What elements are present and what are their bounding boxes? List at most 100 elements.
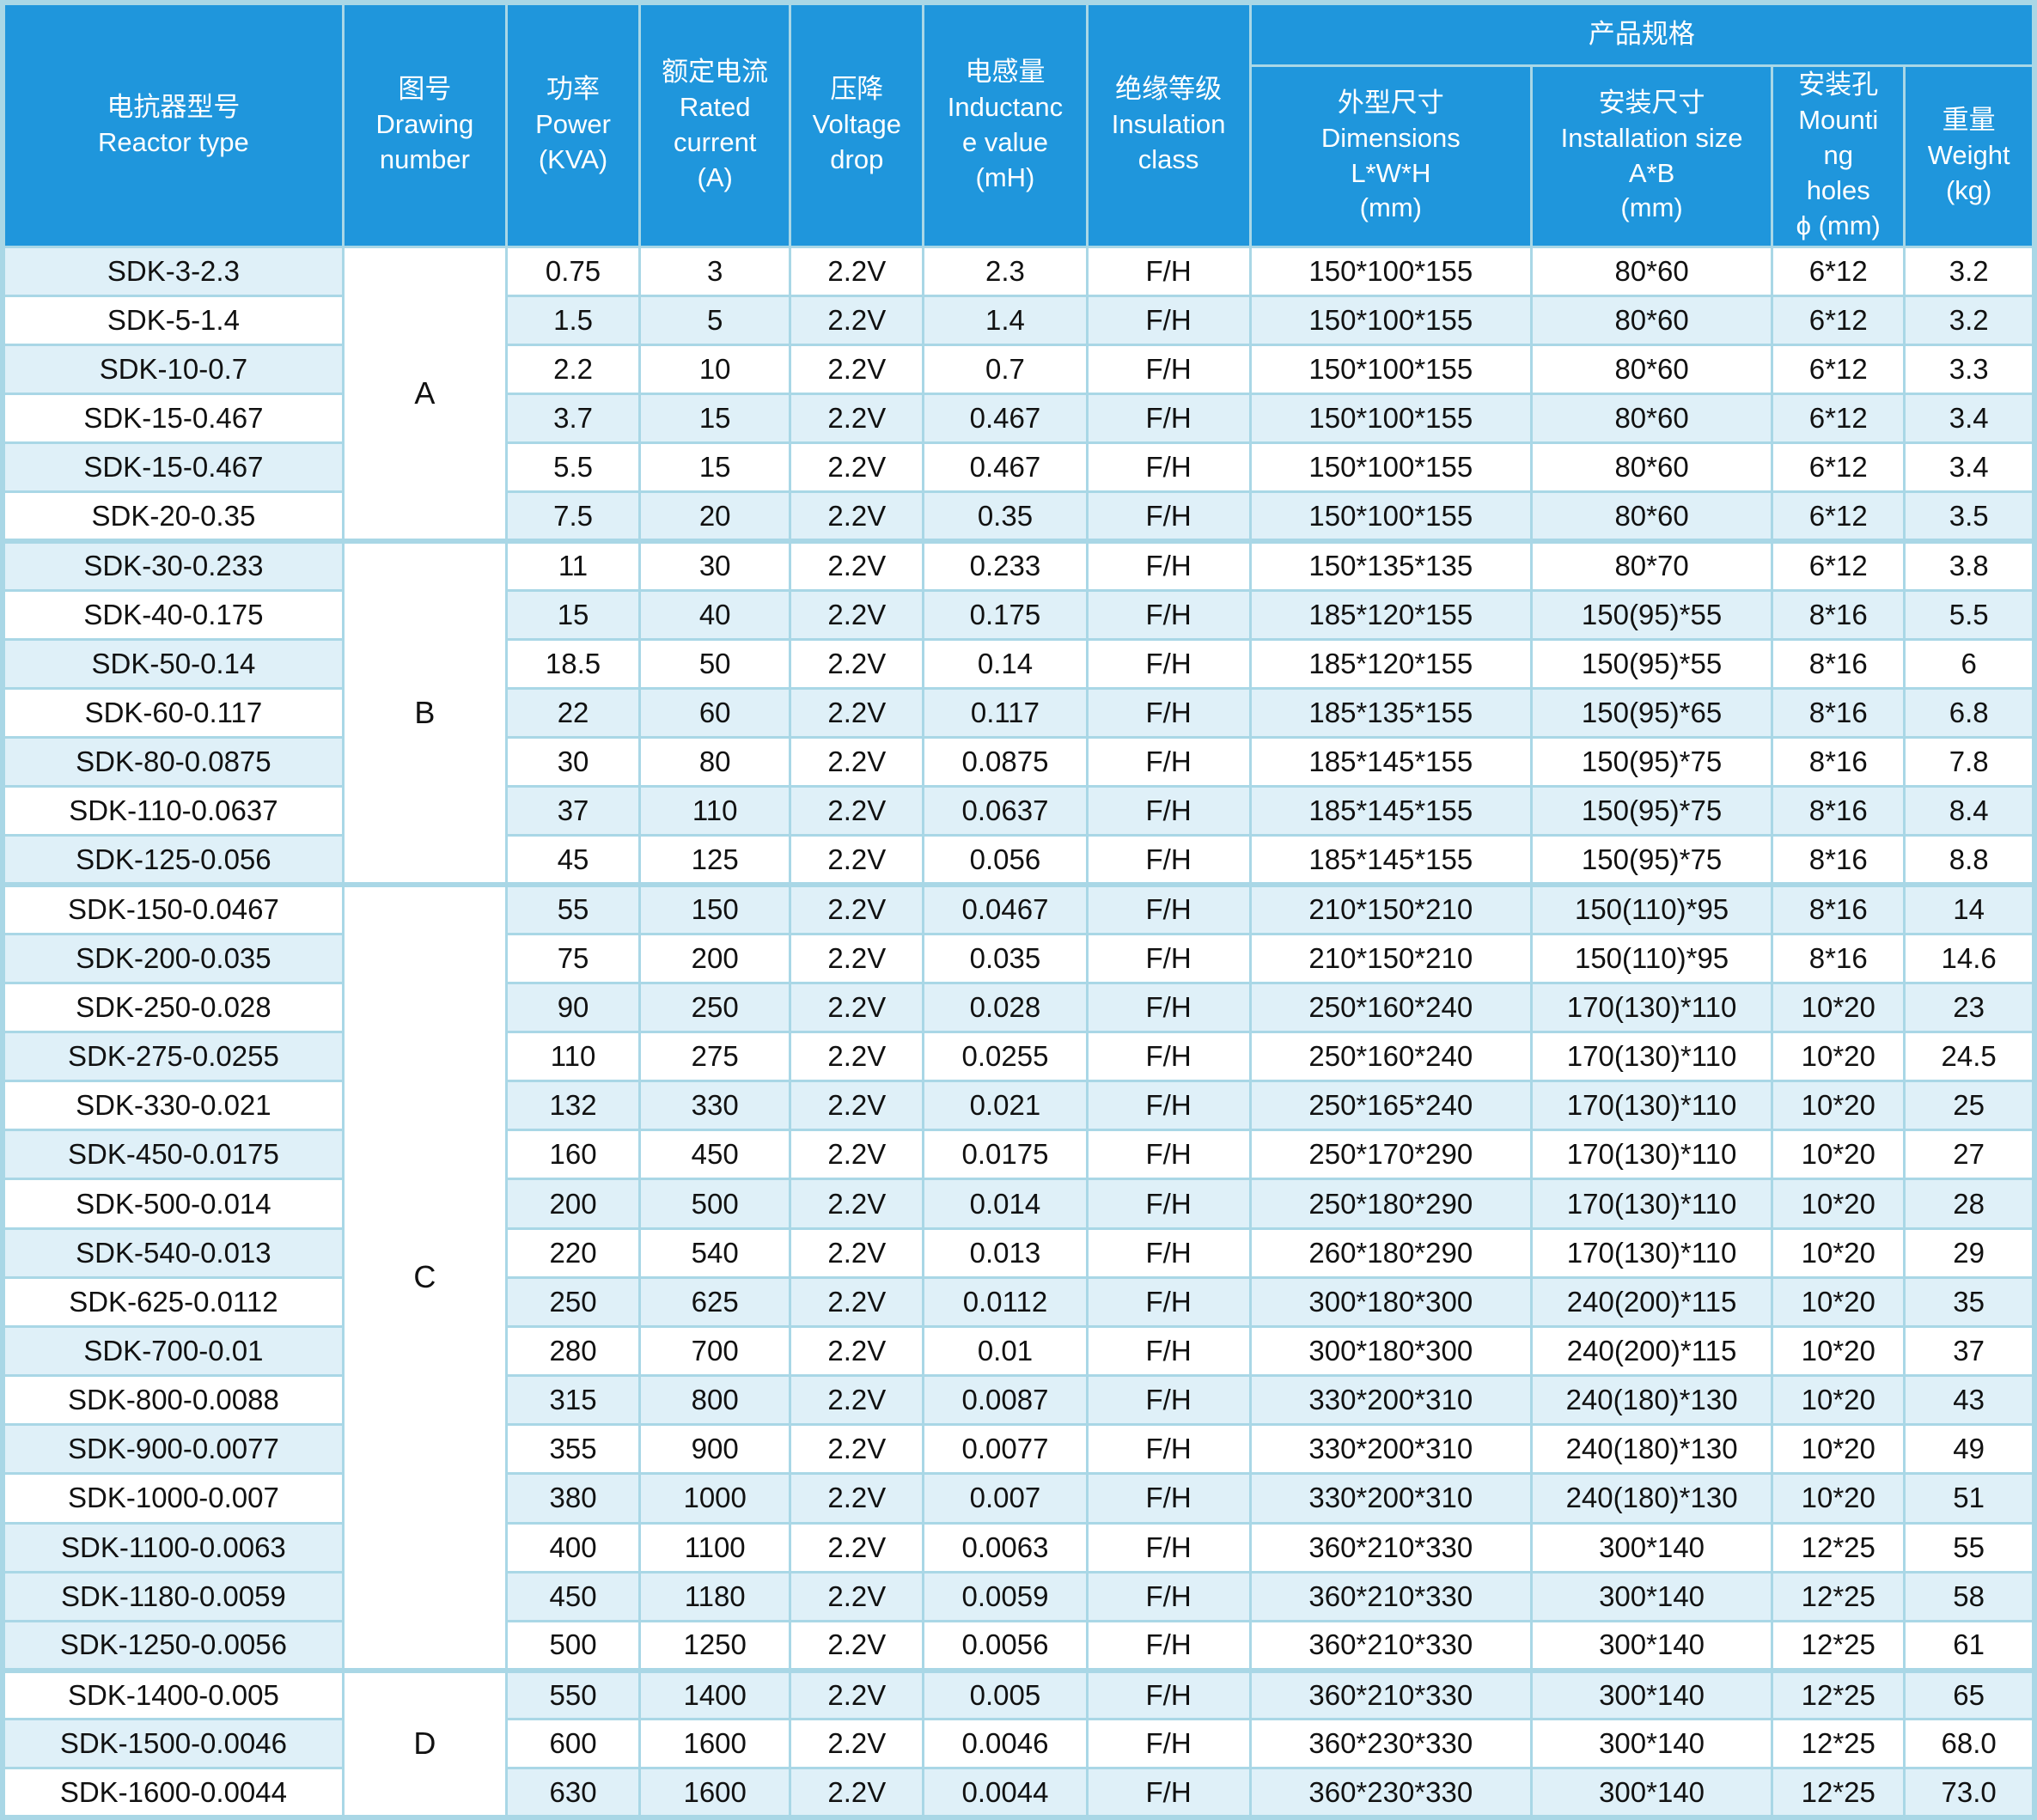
cell-dimensions: 360*210*330: [1248, 1570, 1533, 1622]
cell-weight: 27: [1903, 1129, 2036, 1181]
cell-reactor-type: SDK-125-0.056: [1, 834, 345, 886]
cell-dimensions: 260*180*290: [1248, 1227, 1533, 1279]
cell-dimensions: 210*150*210: [1248, 932, 1533, 984]
cell-voltage-drop: 2.2V: [789, 392, 925, 445]
header-voltage-drop: 压降 Voltage drop: [789, 1, 925, 248]
cell-insulation-class: F/H: [1085, 1324, 1252, 1378]
cell-inductance: 0.7: [922, 343, 1089, 395]
cell-mounting-holes: 12*25: [1771, 1667, 1906, 1721]
cell-mounting-holes: 6*12: [1771, 441, 1906, 494]
cell-dimensions: 330*200*310: [1248, 1374, 1533, 1427]
table-row: SDK-125-0.056 45 125 2.2V 0.056 F/H 185*145*15…: [1, 834, 2036, 886]
table-row: SDK-3-2.3 A 0.75 3 2.2V 2.3 F/H 150*100*155 80*6…: [1, 245, 2036, 543]
cell-inductance: 0.0056: [922, 1619, 1089, 1672]
cell-installation-size: 240(180)*130: [1529, 1374, 1774, 1427]
table-row: SDK-50-0.14 18.5 50 2.2V 0.14 F/H 185*120*155 1…: [1, 637, 2036, 690]
table-row: SDK-450-0.0175 160 450 2.2V 0.0175 F/H 250*170…: [1, 1129, 2036, 1181]
cell-insulation-class: F/H: [1085, 538, 1252, 592]
cell-mounting-holes: 12*25: [1771, 1570, 1906, 1622]
table-row: SDK-330-0.021 132 330 2.2V 0.021 F/H 250*165*2…: [1, 1080, 2036, 1132]
cell-rated-current: 1000: [638, 1472, 792, 1525]
cell-dimensions: 185*145*155: [1248, 736, 1533, 788]
table-row: SDK-10-0.7 2.2 10 2.2V 0.7 F/H 150*100*155 80*6…: [1, 343, 2036, 395]
cell-weight: 58: [1903, 1570, 2036, 1622]
cell-reactor-type: SDK-1250-0.0056: [1, 1619, 345, 1672]
cell-voltage-drop: 2.2V: [789, 1570, 925, 1622]
cell-voltage-drop: 2.2V: [789, 343, 925, 395]
cell-weight: 29: [1903, 1227, 2036, 1279]
cell-voltage-drop: 2.2V: [789, 490, 925, 543]
cell-reactor-type: SDK-40-0.175: [1, 588, 345, 641]
cell-reactor-type: SDK-3-2.3: [1, 245, 345, 297]
cell-power: 250: [504, 1275, 642, 1328]
table-body: SDK-3-2.3 A 0.75 3 2.2V 2.3 F/H 150*100*155 80*6…: [1, 245, 2036, 1819]
header-mounting-holes: 安装孔 Mounti ng holes ϕ (mm): [1771, 64, 1906, 248]
cell-voltage-drop: 2.2V: [789, 1423, 925, 1476]
cell-voltage-drop: 2.2V: [789, 686, 925, 740]
cell-insulation-class: F/H: [1085, 1718, 1252, 1770]
cell-dimensions: 360*210*330: [1248, 1619, 1533, 1672]
cell-rated-current: 330: [638, 1080, 792, 1132]
cell-dimensions: 185*120*155: [1248, 637, 1533, 690]
cell-reactor-type: SDK-330-0.021: [1, 1080, 345, 1132]
cell-insulation-class: F/H: [1085, 1472, 1252, 1525]
cell-rated-current: 10: [638, 343, 792, 395]
cell-installation-size: 150(110)*95: [1529, 882, 1774, 935]
cell-dimensions: 185*145*155: [1248, 834, 1533, 886]
cell-mounting-holes: 10*20: [1771, 1472, 1906, 1525]
cell-installation-size: 300*140: [1529, 1521, 1774, 1573]
table-row: SDK-800-0.0088 315 800 2.2V 0.0087 F/H 330*200…: [1, 1374, 2036, 1427]
cell-voltage-drop: 2.2V: [789, 785, 925, 837]
cell-insulation-class: F/H: [1085, 1570, 1252, 1622]
cell-reactor-type: SDK-900-0.0077: [1, 1423, 345, 1476]
cell-insulation-class: F/H: [1085, 1667, 1252, 1721]
cell-installation-size: 300*140: [1529, 1718, 1774, 1770]
cell-insulation-class: F/H: [1085, 1030, 1252, 1083]
cell-weight: 3.3: [1903, 343, 2036, 395]
header-rated-current: 额定电流 Rated current (A): [638, 1, 792, 248]
cell-voltage-drop: 2.2V: [789, 1472, 925, 1525]
cell-installation-size: 80*60: [1529, 245, 1774, 297]
cell-voltage-drop: 2.2V: [789, 294, 925, 346]
cell-drawing-number: D: [341, 1667, 508, 1819]
cell-power: 132: [504, 1080, 642, 1132]
cell-dimensions: 150*135*135: [1248, 538, 1533, 592]
cell-voltage-drop: 2.2V: [789, 981, 925, 1034]
cell-dimensions: 150*100*155: [1248, 343, 1533, 395]
cell-power: 450: [504, 1570, 642, 1622]
table-row: SDK-30-0.233 B 11 30 2.2V 0.233 F/H 150*135*135…: [1, 538, 2036, 886]
cell-dimensions: 360*210*330: [1248, 1667, 1533, 1721]
cell-rated-current: 800: [638, 1374, 792, 1427]
table-row: SDK-625-0.0112 250 625 2.2V 0.0112 F/H 300*180…: [1, 1275, 2036, 1328]
cell-reactor-type: SDK-15-0.467: [1, 392, 345, 445]
cell-inductance: 0.005: [922, 1667, 1089, 1721]
cell-reactor-type: SDK-30-0.233: [1, 538, 345, 592]
table-row: SDK-500-0.014 200 500 2.2V 0.014 F/H 250*180*2…: [1, 1178, 2036, 1230]
cell-inductance: 0.0059: [922, 1570, 1089, 1622]
cell-weight: 73.0: [1903, 1767, 2036, 1819]
cell-insulation-class: F/H: [1085, 1227, 1252, 1279]
cell-drawing-number: B: [341, 538, 508, 886]
cell-dimensions: 360*210*330: [1248, 1521, 1533, 1573]
cell-voltage-drop: 2.2V: [789, 1767, 925, 1819]
cell-rated-current: 540: [638, 1227, 792, 1279]
cell-rated-current: 275: [638, 1030, 792, 1083]
cell-weight: 3.2: [1903, 294, 2036, 346]
header-inductance: 电感量 Inductanc e value (mH): [922, 1, 1089, 248]
cell-insulation-class: F/H: [1085, 637, 1252, 690]
cell-voltage-drop: 2.2V: [789, 1521, 925, 1573]
cell-weight: 3.4: [1903, 441, 2036, 494]
cell-mounting-holes: 10*20: [1771, 1324, 1906, 1378]
cell-reactor-type: SDK-200-0.035: [1, 932, 345, 984]
cell-installation-size: 80*60: [1529, 343, 1774, 395]
cell-dimensions: 150*100*155: [1248, 245, 1533, 297]
cell-weight: 14: [1903, 882, 2036, 935]
cell-mounting-holes: 8*16: [1771, 834, 1906, 886]
cell-power: 110: [504, 1030, 642, 1083]
cell-power: 315: [504, 1374, 642, 1427]
cell-dimensions: 360*230*330: [1248, 1767, 1533, 1819]
table-row: SDK-200-0.035 75 200 2.2V 0.035 F/H 210*150*21…: [1, 932, 2036, 984]
cell-reactor-type: SDK-50-0.14: [1, 637, 345, 690]
cell-insulation-class: F/H: [1085, 834, 1252, 886]
cell-reactor-type: SDK-1400-0.005: [1, 1667, 345, 1721]
